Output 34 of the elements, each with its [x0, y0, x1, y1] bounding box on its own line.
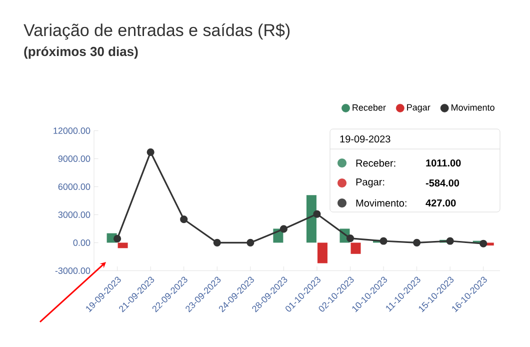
point — [146, 148, 154, 156]
point — [313, 210, 321, 218]
point — [213, 238, 221, 246]
point — [480, 240, 488, 248]
annotation: 427.00 — [426, 199, 456, 207]
bar — [306, 195, 316, 243]
annotation: -584.00 — [426, 179, 460, 187]
point — [446, 237, 454, 245]
annotation: Movimento: — [356, 199, 406, 207]
point — [180, 216, 188, 224]
y-tick-label: 3000.00 — [58, 212, 90, 218]
chart-title: Variação de entradas e saídas (R$) — [24, 23, 290, 40]
point — [114, 234, 122, 243]
y-tick-label: 12000.00 — [54, 128, 90, 134]
bar — [350, 242, 361, 254]
point — [280, 225, 288, 233]
y-tick-label: 9000.00 — [58, 156, 90, 162]
chart-subtitle: (próximos 30 dias) — [24, 46, 138, 59]
bar — [317, 242, 328, 264]
legend-label: Pagar — [407, 104, 430, 112]
bar — [118, 242, 128, 248]
y-tick-label: 0.00 — [73, 239, 90, 246]
annotation: Receber: — [356, 159, 396, 167]
y-tick-label: 6000.00 — [58, 184, 90, 190]
point — [380, 237, 388, 245]
annotation: 19-09-2023 — [340, 135, 390, 143]
point — [346, 234, 354, 242]
point — [246, 238, 254, 246]
legend-label: Movimento — [452, 104, 494, 111]
annotation: Pagar: — [356, 178, 384, 188]
legend-label: Receber — [352, 104, 386, 111]
y-tick-label: -3000.00 — [55, 267, 90, 274]
annotation: 1011.00 — [426, 159, 461, 167]
point — [413, 238, 421, 246]
